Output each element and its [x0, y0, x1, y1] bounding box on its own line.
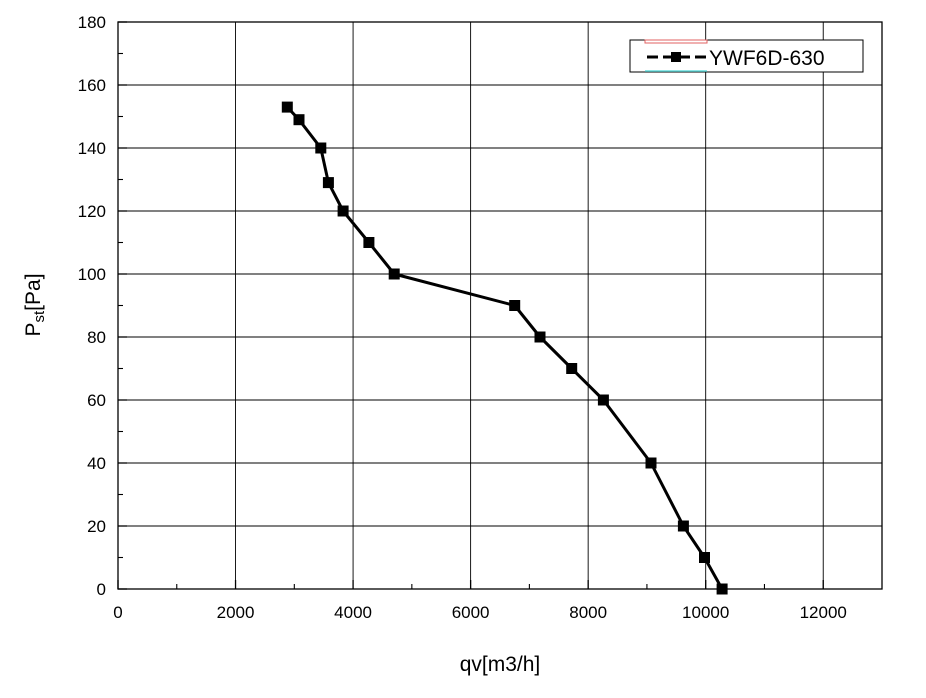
y-axis-ticks — [118, 21, 127, 590]
y-tick-label: 80 — [87, 328, 106, 347]
data-point — [315, 142, 327, 154]
x-tick-label: 10000 — [682, 603, 729, 622]
y-tick-label: 20 — [87, 517, 106, 536]
y-tick-label: 100 — [78, 265, 106, 284]
legend-series-label: YWF6D-630 — [709, 47, 825, 70]
plot-frame — [117, 21, 883, 590]
data-point — [322, 177, 334, 189]
x-axis-title: qv[m3/h] — [460, 653, 541, 676]
x-tick-label: 12000 — [800, 603, 847, 622]
y-tick-label: 160 — [78, 76, 106, 95]
y-tick-label: 180 — [78, 13, 106, 32]
y-axis-title-unit: [Pa] — [22, 273, 45, 310]
x-tick-label: 0 — [113, 603, 122, 622]
legend: YWF6D-630 — [629, 39, 864, 73]
data-point — [293, 114, 305, 126]
data-point — [337, 205, 349, 217]
data-point — [388, 268, 400, 280]
data-point — [363, 237, 375, 248]
y-tick-label: 60 — [87, 391, 106, 410]
x-tick-label: 8000 — [569, 603, 607, 622]
y-tick-label: 140 — [78, 139, 106, 158]
x-axis-tick-labels: 0 2000 4000 6000 8000 10000 12000 — [113, 603, 847, 622]
y-axis-title-subscript: st — [31, 310, 48, 323]
y-tick-label: 120 — [78, 202, 106, 221]
x-tick-label: 6000 — [452, 603, 490, 622]
grid — [118, 22, 882, 589]
series-line — [286, 106, 724, 590]
data-point — [699, 552, 710, 563]
y-axis-title: Pst[Pa] — [22, 273, 48, 336]
data-point — [509, 300, 521, 311]
x-tick-label: 4000 — [334, 603, 372, 622]
data-point — [597, 394, 609, 406]
x-tick-label: 2000 — [217, 603, 255, 622]
x-axis-ticks — [117, 580, 824, 589]
y-tick-label: 40 — [87, 454, 106, 473]
y-tick-label: 0 — [97, 580, 106, 599]
data-point — [645, 457, 657, 469]
data-point — [534, 331, 546, 343]
data-point — [281, 101, 293, 113]
y-axis-tick-labels: 0 20 40 60 80 100 120 140 160 180 — [78, 13, 106, 599]
series-layer — [281, 101, 728, 595]
legend-highlight-top — [644, 39, 708, 44]
data-point — [716, 583, 728, 595]
y-axis-title-main: P — [22, 323, 45, 337]
legend-series-marker — [671, 52, 681, 62]
data-point — [677, 520, 689, 532]
data-point — [566, 363, 578, 374]
